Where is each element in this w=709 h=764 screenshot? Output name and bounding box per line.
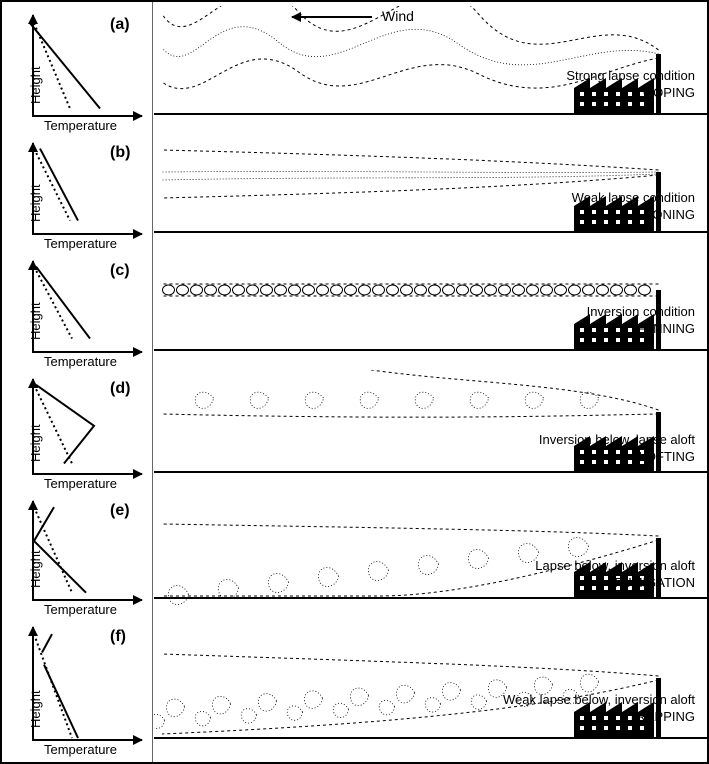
panel-e: HeightTemperature(e)Lapse below, inversi… xyxy=(2,492,707,618)
plume-area: Lapse below, inversion aloft FUMIGATION xyxy=(154,492,703,617)
caption-condition: Inversion below, lapse aloft xyxy=(539,432,695,447)
caption: Lapse below, inversion aloft FUMIGATION xyxy=(535,558,695,592)
caption-condition: Weak lapse condition xyxy=(572,190,695,205)
caption: Inversion condition FANNING xyxy=(587,304,695,338)
panel-letter: (c) xyxy=(110,262,130,280)
caption-condition: Inversion condition xyxy=(587,304,695,319)
caption-condition: Weak lapse below, inversion aloft xyxy=(503,692,695,707)
caption-condition: Lapse below, inversion aloft xyxy=(535,558,695,573)
panel-d: HeightTemperature(d)Inversion below, lap… xyxy=(2,370,707,492)
panel-letter: (d) xyxy=(110,380,130,398)
plume-area: Weak lapse condition CONING xyxy=(154,134,703,251)
caption: Inversion below, lapse aloft LOFTING xyxy=(539,432,695,466)
plume-area: Weak lapse below, inversion aloft TRAPPIN… xyxy=(154,618,703,757)
panel-letter: (f) xyxy=(110,628,126,646)
caption: Weak lapse below, inversion aloft TRAPPIN… xyxy=(503,692,695,726)
axis-area: HeightTemperature xyxy=(10,618,150,757)
panel-a: HeightTemperature(a)Strong lapse conditi… xyxy=(2,6,707,134)
panel-letter: (e) xyxy=(110,502,130,520)
caption-name: TRAPPING xyxy=(503,709,695,726)
caption-name: FUMIGATION xyxy=(535,575,695,592)
caption-name: FANNING xyxy=(587,321,695,338)
caption: Strong lapse condition LOOPING xyxy=(566,68,695,102)
panel-b: HeightTemperature(b)Weak lapse condition… xyxy=(2,134,707,252)
plume-area: Inversion condition FANNING xyxy=(154,252,703,369)
caption: Weak lapse condition CONING xyxy=(572,190,695,224)
caption-name: CONING xyxy=(572,207,695,224)
caption-name: LOFTING xyxy=(539,449,695,466)
panel-letter: (a) xyxy=(110,16,130,34)
caption-name: LOOPING xyxy=(566,85,695,102)
plume-area: Inversion below, lapse aloft LOFTING xyxy=(154,370,703,491)
caption-condition: Strong lapse condition xyxy=(566,68,695,83)
panel-c: HeightTemperature(c)Inversion conditionF… xyxy=(2,252,707,370)
plume-area: Strong lapse condition LOOPING xyxy=(154,6,703,133)
panel-letter: (b) xyxy=(110,144,130,162)
panel-f: HeightTemperature(f) Weak lapse below, in… xyxy=(2,618,707,758)
